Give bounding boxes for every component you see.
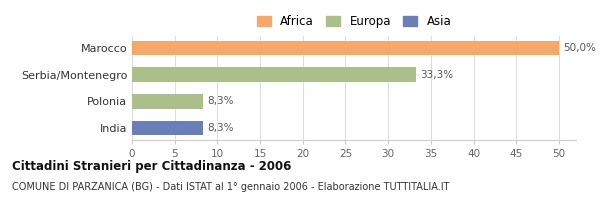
Text: 8,3%: 8,3% [207,123,233,133]
Text: Cittadini Stranieri per Cittadinanza - 2006: Cittadini Stranieri per Cittadinanza - 2… [12,160,292,173]
Text: 8,3%: 8,3% [207,96,233,106]
Legend: Africa, Europa, Asia: Africa, Europa, Asia [257,15,451,28]
Text: COMUNE DI PARZANICA (BG) - Dati ISTAT al 1° gennaio 2006 - Elaborazione TUTTITAL: COMUNE DI PARZANICA (BG) - Dati ISTAT al… [12,182,449,192]
Bar [132,94,203,109]
Bar [132,121,203,135]
Bar [132,67,416,82]
Text: 50,0%: 50,0% [563,43,596,53]
Text: 33,3%: 33,3% [421,70,454,80]
Bar [132,41,559,55]
